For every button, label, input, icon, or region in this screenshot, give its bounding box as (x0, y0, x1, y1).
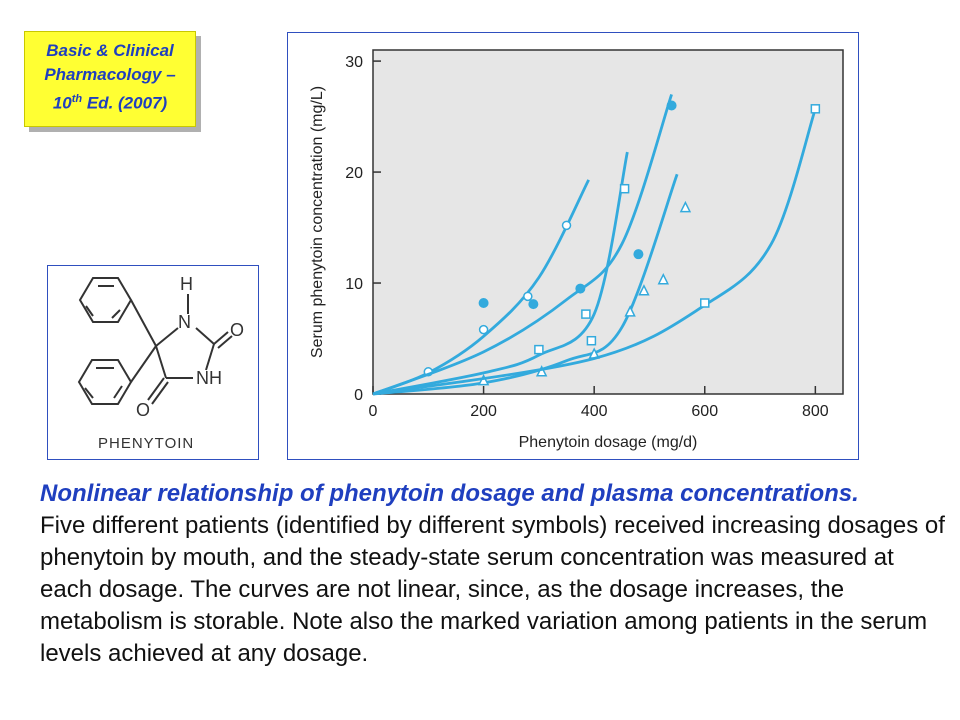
x-tick-label: 0 (369, 403, 378, 420)
y-axis-label: Serum phenytoin concentration (mg/L) (309, 86, 326, 358)
molecule-name-label: PHENYTOIN (98, 435, 194, 452)
source-citation-box: Basic & Clinical Pharmacology – 10th Ed.… (24, 31, 196, 127)
series-3-point (586, 335, 597, 346)
plot-area (372, 49, 844, 395)
source-line3-number: 10 (52, 93, 72, 113)
chart-panel: 0 200 400 600 800 0 10 20 30 Phenytoin dosage (mg… (287, 32, 859, 460)
series-2-point (478, 298, 489, 309)
x-tick-label: 200 (470, 403, 497, 420)
y-tick-label: 10 (345, 276, 363, 293)
y-tick-label: 20 (345, 165, 363, 182)
source-line3-superscript: th (71, 93, 83, 105)
series-2-point (575, 283, 586, 294)
x-tick-label: 600 (691, 403, 718, 420)
series-1-point (523, 291, 533, 302)
oxygen-atom-label-lower: O (136, 400, 150, 420)
series-4-curve (372, 173, 679, 396)
series-2-point (666, 100, 677, 111)
x-axis-label: Phenytoin dosage (mg/d) (519, 434, 698, 451)
phenytoin-concentration-chart: 0 200 400 600 800 0 10 20 30 Phenytoin dosage (mg… (309, 49, 844, 451)
caption-body: Five different patients (identified by d… (40, 512, 945, 667)
series-4-point (638, 284, 650, 296)
phenyl-ring-lower (77, 359, 133, 405)
series-4-point (657, 273, 670, 285)
series-2-curve (372, 93, 673, 396)
source-line1: Basic & Clinical (46, 41, 174, 60)
series-4-point (624, 305, 636, 317)
y-tick-label: 0 (354, 387, 363, 404)
caption-title: Nonlinear relationship of phenytoin dosa… (40, 480, 859, 507)
series-3-point (581, 309, 591, 319)
hydrogen-atom-label: H (180, 274, 193, 294)
series-1-point (478, 324, 489, 335)
source-line2: Pharmacology – (44, 65, 176, 84)
x-tick-label: 400 (581, 403, 608, 420)
series-3-point (534, 344, 544, 355)
x-tick-label: 800 (802, 403, 829, 420)
series-3-point (619, 183, 630, 194)
oxygen-atom-label-upper: O (230, 320, 244, 340)
series-2-point (633, 249, 644, 260)
series-1-point (561, 220, 572, 231)
series-5-point (810, 104, 821, 114)
source-line3-rest: Ed. (2007) (82, 93, 168, 113)
series-2-point (528, 299, 539, 310)
source-citation: Basic & Clinical Pharmacology – 10th Ed.… (25, 39, 195, 116)
figure-caption: Nonlinear relationship of phenytoin dosa… (40, 478, 952, 670)
series-5-point (700, 298, 710, 308)
series-4-point (679, 200, 692, 213)
phenytoin-structure-diagram: H N O NH O PHENYTOIN (77, 274, 244, 452)
phenyl-ring-upper (78, 277, 133, 323)
y-tick-label: 30 (345, 54, 363, 71)
series-4-point (535, 365, 548, 377)
nitrogen-atom-label: N (178, 312, 191, 332)
nh-group-label: NH (196, 368, 222, 388)
series-5-curve (372, 108, 817, 396)
phenytoin-structure-panel: H N O NH O PHENYTOIN (47, 265, 259, 460)
